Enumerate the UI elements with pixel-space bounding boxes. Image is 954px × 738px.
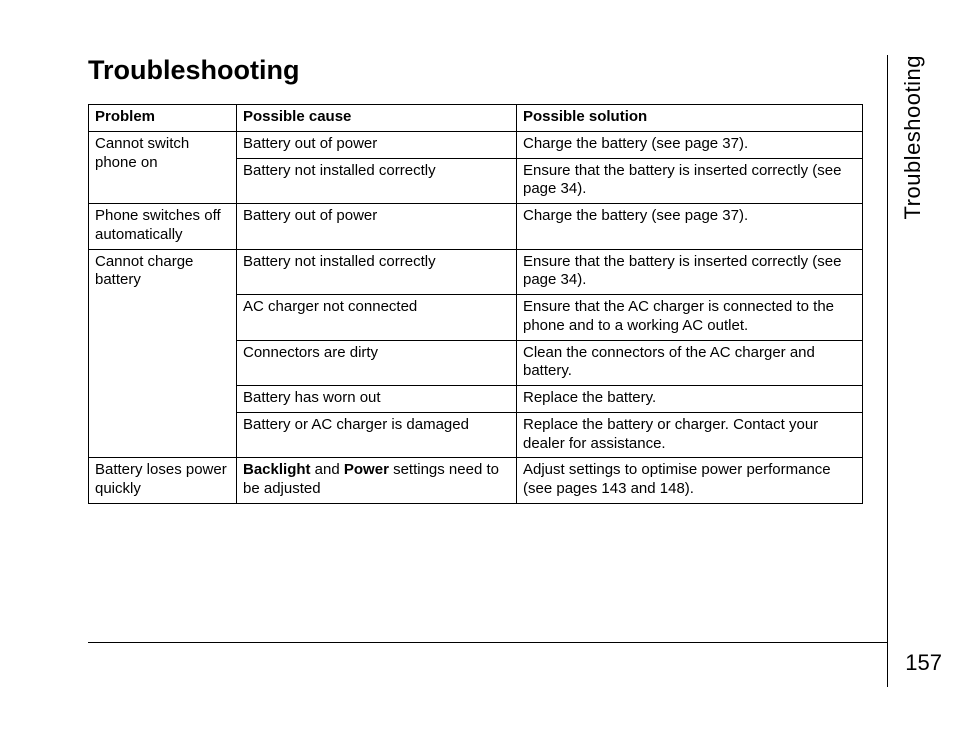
cell-cause: Battery out of power	[237, 131, 517, 158]
cell-cause: Battery has worn out	[237, 386, 517, 413]
page-number: 157	[905, 650, 942, 676]
cell-cause: Battery or AC charger is damaged	[237, 412, 517, 458]
cell-cause: Battery not installed correctly	[237, 158, 517, 204]
cell-solution: Ensure that the battery is inserted corr…	[517, 249, 863, 295]
cell-solution: Clean the connectors of the AC charger a…	[517, 340, 863, 386]
bold-text: Backlight	[243, 461, 311, 478]
cell-problem: Battery loses power quickly	[89, 458, 237, 504]
cell-solution: Ensure that the battery is inserted corr…	[517, 158, 863, 204]
table-row: Cannot charge battery Battery not instal…	[89, 249, 863, 295]
cell-cause: Backlight and Power settings need to be …	[237, 458, 517, 504]
cell-cause: Connectors are dirty	[237, 340, 517, 386]
content-area: Troubleshooting Problem Possible cause P…	[88, 55, 863, 504]
section-tab: Troubleshooting	[900, 55, 926, 219]
cell-solution: Replace the battery or charger. Contact …	[517, 412, 863, 458]
cell-solution: Adjust settings to optimise power perfor…	[517, 458, 863, 504]
table-row: Phone switches off automatically Battery…	[89, 204, 863, 250]
page: Troubleshooting Troubleshooting Problem …	[0, 0, 954, 738]
table-row: Battery loses power quickly Backlight an…	[89, 458, 863, 504]
plain-text: and	[311, 461, 344, 478]
col-header-cause: Possible cause	[237, 105, 517, 132]
cell-solution: Charge the battery (see page 37).	[517, 204, 863, 250]
cell-solution: Replace the battery.	[517, 386, 863, 413]
cell-solution: Charge the battery (see page 37).	[517, 131, 863, 158]
troubleshooting-table: Problem Possible cause Possible solution…	[88, 104, 863, 504]
cell-cause: Battery not installed correctly	[237, 249, 517, 295]
cell-problem: Cannot charge battery	[89, 249, 237, 458]
cell-problem: Phone switches off automatically	[89, 204, 237, 250]
cell-problem: Cannot switch phone on	[89, 131, 237, 203]
side-rule	[887, 55, 888, 687]
footer-rule	[88, 642, 888, 643]
bold-text: Power	[344, 461, 389, 478]
cell-cause: Battery out of power	[237, 204, 517, 250]
page-title: Troubleshooting	[88, 55, 863, 86]
table-row: Cannot switch phone on Battery out of po…	[89, 131, 863, 158]
cell-cause: AC charger not connected	[237, 295, 517, 341]
table-header-row: Problem Possible cause Possible solution	[89, 105, 863, 132]
col-header-solution: Possible solution	[517, 105, 863, 132]
cell-solution: Ensure that the AC charger is connected …	[517, 295, 863, 341]
col-header-problem: Problem	[89, 105, 237, 132]
